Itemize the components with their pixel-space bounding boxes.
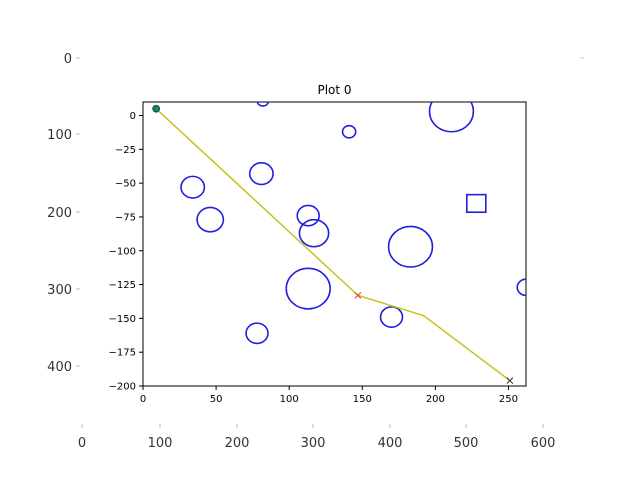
outer-x-tick-label: 200 (225, 436, 250, 451)
y-tick-label: −125 (109, 280, 136, 291)
plot-marks (152, 102, 526, 384)
waypoint-marker-stroke (354, 292, 362, 299)
outer-x-tick-label: 300 (301, 436, 326, 451)
inner-ticks: 0 50 100 150 200 250 0 −25 −50 −75 −100 −125 −150 −17… (109, 111, 518, 405)
y-tick-label: −100 (109, 246, 136, 257)
outer-x-tick-label: 500 (454, 436, 479, 451)
path-line (155, 108, 511, 382)
obstacle-circle (180, 175, 206, 199)
outer-x-tick-label: 100 (148, 436, 173, 451)
obstacle-circle (428, 102, 475, 133)
start-marker (152, 104, 161, 113)
obstacle-circle (341, 124, 357, 139)
obstacle-circle (245, 322, 269, 345)
obstacle-circle (196, 206, 225, 233)
outer-y-tick-label: 400 (47, 360, 72, 375)
outer-y-tick-label: 200 (47, 206, 72, 221)
x-tick-label: 100 (280, 394, 299, 405)
obstacle-circle (248, 162, 274, 186)
y-tick-label: −150 (109, 314, 136, 325)
plot-title: Plot 0 (317, 83, 351, 97)
y-tick-label: −50 (115, 179, 136, 190)
y-tick-label: −25 (115, 145, 136, 156)
goal-marker (506, 377, 514, 384)
obstacle-square (465, 193, 487, 214)
waypoint-marker (354, 292, 362, 299)
y-tick-label: −200 (109, 382, 136, 393)
outer-y-tick-label: 100 (47, 128, 72, 143)
y-tick-label: −75 (115, 212, 136, 223)
obstacle-circle (285, 267, 331, 310)
goal-marker-stroke (506, 377, 514, 384)
inner-axes: Plot 0 0 50 100 150 200 250 0 −25 −50 −75 −100 −125… (109, 83, 527, 405)
obstacle-circle (296, 204, 320, 227)
x-tick-label: 200 (426, 394, 445, 405)
obstacle-circle (298, 218, 330, 248)
outer-x-tick-label: 600 (531, 436, 556, 451)
x-tick-label: 150 (353, 394, 372, 405)
x-tick-label: 250 (499, 394, 518, 405)
obstacle-circle (379, 306, 404, 328)
x-tick-label: 50 (210, 394, 223, 405)
outer-y-tick-label: 0 (64, 52, 72, 67)
outer-y-tick-label: 300 (47, 283, 72, 298)
y-tick-label: −175 (109, 348, 136, 359)
outer-x-tick-label: 400 (378, 436, 403, 451)
x-tick-label: 0 (140, 394, 146, 405)
plot-frame (142, 101, 527, 387)
obstacle-circle (256, 102, 270, 107)
y-tick-label: 0 (130, 111, 136, 122)
obstacle-circle (516, 278, 526, 297)
obstacle-circle (387, 225, 434, 268)
outer-x-tick-label: 0 (78, 436, 86, 451)
